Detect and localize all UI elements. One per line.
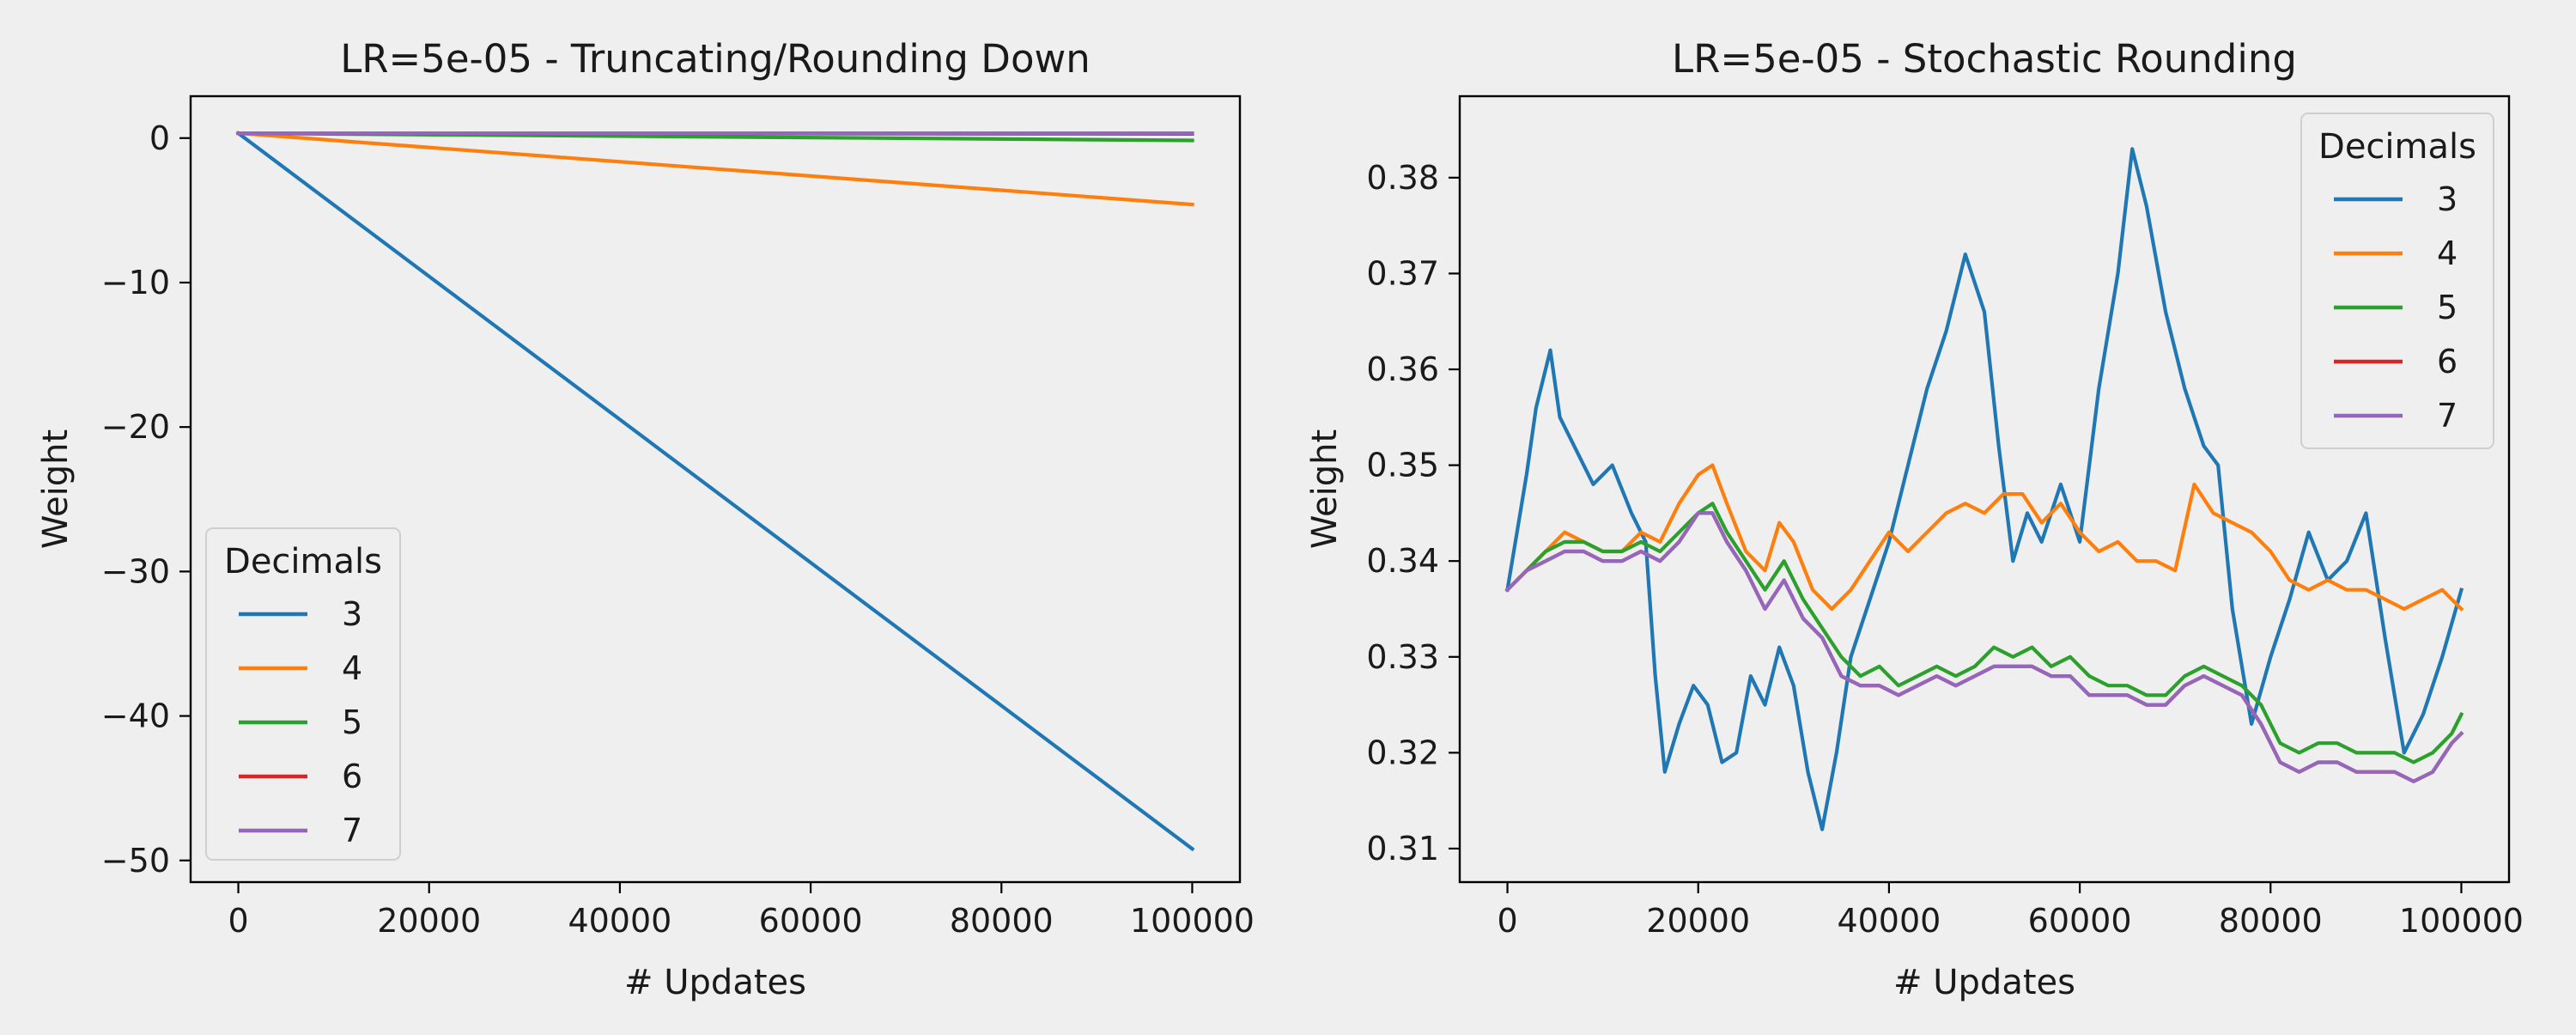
x-tick-label: 60000 (2028, 902, 2132, 940)
series-line-5 (1504, 502, 2464, 764)
legend: Decimals 3 4 5 6 7 (2300, 113, 2494, 449)
chart-panel-2: 0 20000 40000 60000 80000 100000 0.31 0.32 0.33 0… (1305, 36, 2524, 1002)
series-line-4 (236, 131, 1194, 207)
y-tick-label: 0 (149, 119, 170, 157)
y-tick-label: 0.34 (1366, 542, 1439, 580)
y-tick-label: 0.35 (1366, 447, 1439, 484)
legend-label-5: 5 (2437, 289, 2458, 326)
x-tick-label: 80000 (950, 902, 1054, 940)
x-tick-label: 0 (228, 902, 248, 940)
y-tick-label: 0.31 (1366, 830, 1439, 868)
chart-title: LR=5e-05 - Truncating/Rounding Down (340, 36, 1091, 82)
x-tick-label: 100000 (2399, 902, 2524, 940)
legend-title: Decimals (2318, 127, 2476, 167)
x-tick-label: 40000 (568, 902, 671, 940)
legend-label-7: 7 (2437, 397, 2458, 435)
y-tick-label: −40 (101, 697, 170, 735)
plot-frame (189, 94, 1242, 884)
y-tick-label: −20 (101, 408, 170, 446)
x-tick-label: 100000 (1130, 902, 1255, 940)
legend-label-4: 4 (342, 649, 362, 687)
y-axis-label: Weight (1305, 429, 1345, 549)
legend-label-3: 3 (342, 595, 362, 633)
legend-label-6: 6 (342, 758, 362, 795)
legend-title: Decimals (224, 542, 382, 581)
x-axis-label: # Updates (1893, 963, 2075, 1002)
y-tick-label: 0.36 (1366, 350, 1439, 388)
series-line-3 (1505, 147, 2464, 831)
series-line-4 (1504, 463, 2464, 612)
legend-label-4: 4 (2437, 234, 2458, 272)
y-tick-label: 0.33 (1366, 638, 1439, 676)
plot-frame (1458, 94, 2511, 884)
series-line-7 (1504, 511, 2464, 783)
x-tick-label: 60000 (759, 902, 863, 940)
chart-title: LR=5e-05 - Stochastic Rounding (1672, 36, 2297, 82)
x-tick-label: 20000 (377, 902, 481, 940)
legend-label-6: 6 (2437, 343, 2458, 381)
x-tick-label: 20000 (1646, 902, 1750, 940)
legend-box (2300, 113, 2494, 449)
legend-label-3: 3 (2437, 180, 2458, 218)
series-group (1504, 147, 2464, 831)
legend-label-5: 5 (342, 703, 362, 741)
legend: Decimals 3 4 5 6 7 (205, 527, 401, 861)
y-axis-label: Weight (36, 429, 76, 549)
legend-label-7: 7 (342, 812, 362, 849)
y-tick-label: −10 (101, 264, 170, 301)
chart-panel-1: 0 20000 40000 60000 80000 100000 0 −10 −20 −30 −40… (36, 36, 1255, 1002)
y-tick-label: −30 (101, 552, 170, 590)
series-group (235, 131, 1195, 852)
x-axis-label: # Updates (624, 963, 806, 1002)
y-tick-label: 0.32 (1366, 734, 1439, 771)
x-tick-label: 0 (1497, 902, 1517, 940)
x-tick-label: 40000 (1837, 902, 1941, 940)
series-line-3 (235, 131, 1195, 852)
y-tick-label: −50 (101, 842, 170, 880)
x-tick-label: 80000 (2219, 902, 2323, 940)
y-tick-label: 0.37 (1366, 254, 1439, 292)
y-tick-label: 0.38 (1366, 159, 1439, 197)
